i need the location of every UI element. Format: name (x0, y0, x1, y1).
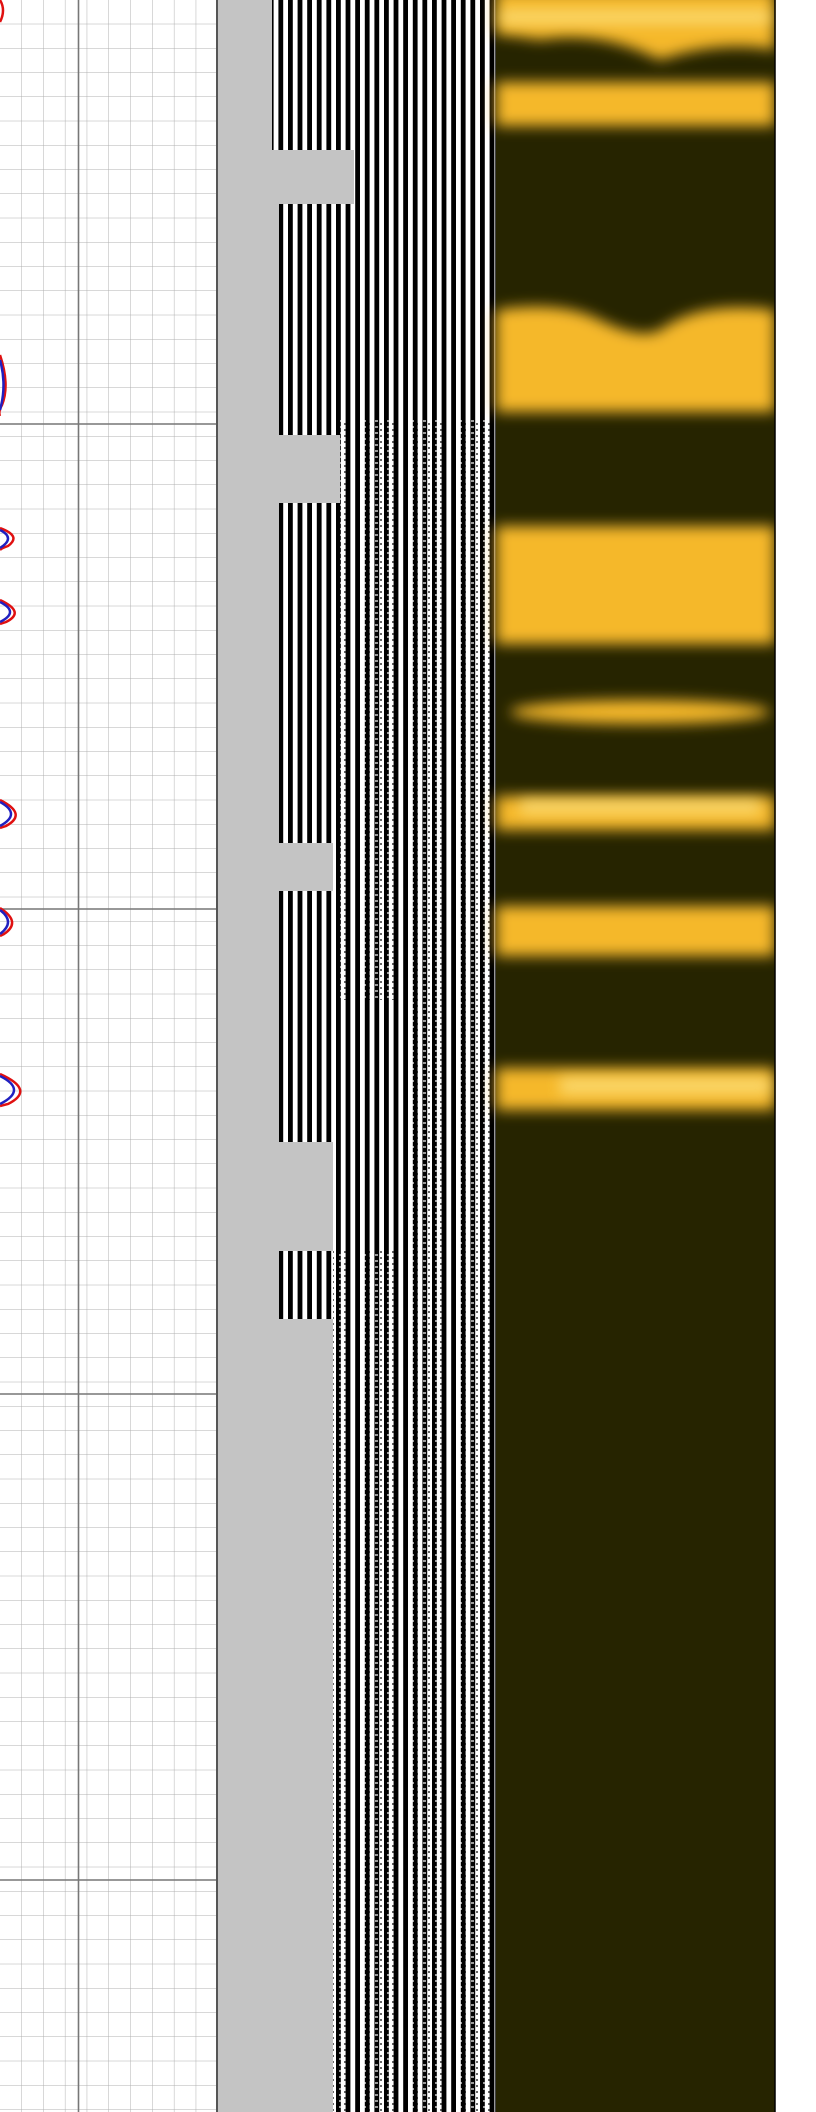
curve-red (0, 598, 16, 626)
curve-red (0, 0, 5, 23)
curve-blue (0, 528, 10, 550)
amplitude-highlight (560, 1078, 770, 1094)
waveform-noise (333, 420, 496, 2112)
amplitude-highlight (520, 800, 760, 814)
curve-blue (0, 800, 13, 828)
curve-blue (0, 359, 5, 411)
amplitude-band (496, 306, 775, 412)
amplitude-band (510, 700, 770, 724)
curve-red (0, 1072, 22, 1108)
curve-red (0, 526, 15, 551)
amplitude-highlight (500, 10, 770, 24)
curve-blue (0, 1074, 16, 1106)
curve-red (0, 798, 17, 830)
curve-red (0, 906, 14, 938)
grid-major (0, 0, 218, 2112)
right-margin (776, 0, 816, 2112)
curves (0, 0, 22, 1108)
amplitude-highlights (500, 10, 770, 1094)
amplitude-band (496, 82, 775, 126)
amplitude-band (496, 526, 775, 644)
curve-blue (0, 909, 10, 935)
amplitude-band (496, 906, 775, 956)
grid-minor (0, 0, 218, 2112)
curve-blue (0, 600, 12, 624)
